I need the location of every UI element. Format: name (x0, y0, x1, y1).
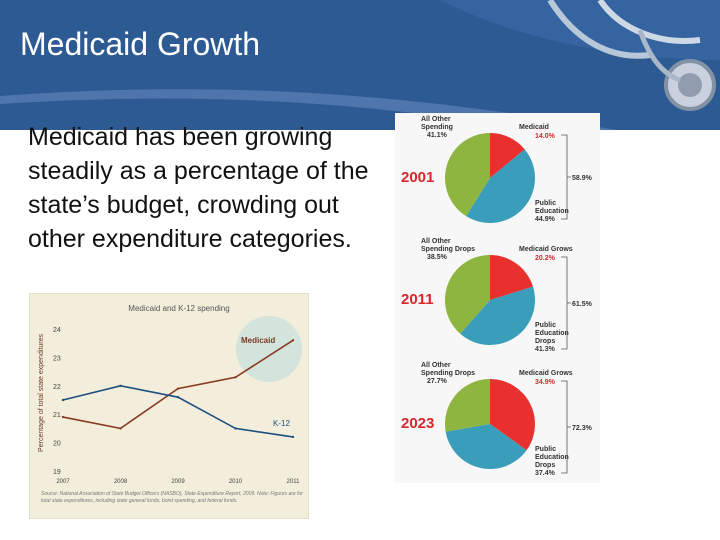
pie-label-other: Spending (421, 124, 453, 131)
pie-label-education: Public (535, 200, 556, 207)
pie-slice-public-education-drops (460, 286, 535, 345)
pie-value-other: 41.1% (427, 132, 448, 139)
y-tick-label: 24 (53, 327, 61, 334)
pie-value-medicaid: 34.9% (535, 379, 556, 386)
medicaid-highlight (236, 316, 302, 382)
bracket (561, 256, 571, 350)
pie-value-other: 27.7% (427, 378, 448, 385)
pie-label-other: Spending Drops (421, 370, 475, 377)
pie-label-education: Drops (535, 462, 555, 469)
bracket-total: 58.9% (572, 175, 593, 182)
pie-value-medicaid: 20.2% (535, 255, 556, 262)
pie-label-other: All Other (421, 116, 451, 123)
pie-slice-public-education-drops (445, 424, 527, 469)
pie-slice-all-other-spending-drops (445, 255, 490, 334)
pie-label-education: Education (535, 208, 569, 215)
bracket (561, 134, 571, 220)
pie-value-medicaid: 14.0% (535, 133, 556, 140)
pie-label-education: Education (535, 454, 569, 461)
pie-2023: 2023 Medicaid Grows 34.9% All OtherSpending… (401, 362, 593, 477)
pie-slice-medicaid-grows (490, 379, 535, 451)
pie-chart-panel: 2001 Medicaid 14.0% All Other Spending 41.1% P… (395, 113, 600, 483)
line-chart: Medicaid and K-12 spending Percentage of… (29, 293, 309, 519)
pie-value-education: 41.3% (535, 346, 556, 353)
line-chart-panel: Medicaid and K-12 spending Percentage of… (29, 293, 309, 519)
pie-label-education: Public (535, 322, 556, 329)
pie-value-other: 38.5% (427, 254, 448, 261)
x-tick-label: 2007 (56, 479, 70, 485)
x-tick-label: 2010 (229, 479, 243, 485)
pie-label-medicaid: Medicaid (519, 124, 549, 131)
data-point (119, 384, 122, 387)
pie-label-other: All Other (421, 238, 451, 245)
bracket-total: 72.3% (572, 425, 593, 432)
page-title: Medicaid Growth (20, 26, 261, 62)
pie-year-label: 2011 (401, 291, 434, 308)
line-chart-title: Medicaid and K-12 spending (128, 304, 229, 313)
pie-value-education: 44.9% (535, 216, 556, 223)
y-tick-label: 20 (53, 441, 61, 448)
y-tick-label: 21 (53, 412, 61, 419)
pie-slice-all-other-spending (445, 133, 490, 217)
data-point (119, 427, 122, 430)
pie-slice-medicaid-grows (490, 255, 533, 300)
medicaid-series-label: Medicaid (241, 336, 275, 345)
pie-label-medicaid: Medicaid Grows (519, 370, 573, 377)
data-point (234, 427, 237, 430)
pie-year-label: 2023 (401, 415, 434, 432)
x-tick-label: 2008 (114, 479, 128, 485)
pie-label-education: Drops (535, 338, 555, 345)
stethoscope-icon (547, 0, 716, 111)
data-point (176, 395, 180, 399)
pie-slice-public-education (466, 149, 535, 224)
y-tick-label: 22 (53, 384, 61, 391)
pie-label-other: Spending Drops (421, 246, 475, 253)
pie-label-medicaid: Medicaid Grows (519, 246, 573, 253)
pie-value-education: 37.4% (535, 470, 556, 477)
line-chart-ylabel: Percentage of total state expenditures (38, 334, 45, 452)
pie-year-label: 2001 (401, 169, 434, 186)
x-tick-label: 2011 (287, 479, 301, 485)
bracket-total: 61.5% (572, 301, 593, 308)
data-point (176, 387, 180, 390)
pie-label-education: Education (535, 330, 569, 337)
pie-label-education: Public (535, 446, 556, 453)
pie-slice-all-other-spending-drops (445, 379, 490, 432)
pie-2011: 2011 Medicaid Grows 20.2% All OtherSpending… (401, 238, 593, 353)
data-point (61, 398, 65, 402)
pie-slice-medicaid (490, 133, 525, 178)
data-point (61, 415, 65, 419)
pie-label-other: All Other (421, 362, 451, 369)
y-tick-label: 23 (53, 355, 61, 362)
x-tick-label: 2009 (171, 479, 185, 485)
k12-series-label: K-12 (273, 419, 290, 428)
data-point (291, 339, 295, 342)
bracket (561, 380, 571, 474)
data-point (291, 435, 295, 439)
y-tick-label: 19 (53, 469, 61, 476)
source-note: Source: National Association of State Bu… (41, 491, 303, 504)
data-point (234, 376, 237, 379)
header-decoration (0, 0, 720, 130)
slide-header: Medicaid Growth (0, 0, 720, 130)
body-text: Medicaid has been growing steadily as a … (28, 123, 369, 253)
